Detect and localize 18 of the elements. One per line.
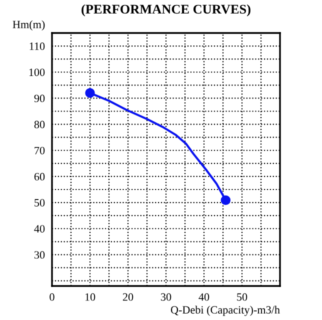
y-tick-label: 50 bbox=[34, 199, 45, 206]
x-axis-title: Q-Debi (Capacity)-m3/h bbox=[170, 306, 280, 316]
x-tick-label: 40 bbox=[198, 293, 210, 301]
y-tick-label: 40 bbox=[34, 225, 45, 233]
x-tick-label: 50 bbox=[237, 293, 248, 301]
y-axis-title: Hm(m) bbox=[12, 20, 45, 30]
x-tick-label: 30 bbox=[160, 293, 172, 301]
x-tick-label: 20 bbox=[122, 293, 134, 301]
y-tick-label: 30 bbox=[34, 251, 45, 259]
y-tick-label: 110 bbox=[30, 42, 45, 50]
chart-title: (PERFORMANCE CURVES) bbox=[82, 4, 250, 16]
x-tick-label: 10 bbox=[85, 293, 96, 301]
y-tick-label: 70 bbox=[34, 146, 45, 154]
x-tick-label: 0 bbox=[50, 293, 54, 301]
y-tick-label: 100 bbox=[29, 68, 45, 76]
y-tick-label: 90 bbox=[34, 94, 45, 102]
y-tick-label: 80 bbox=[34, 120, 45, 128]
y-tick-label: 60 bbox=[34, 172, 45, 180]
